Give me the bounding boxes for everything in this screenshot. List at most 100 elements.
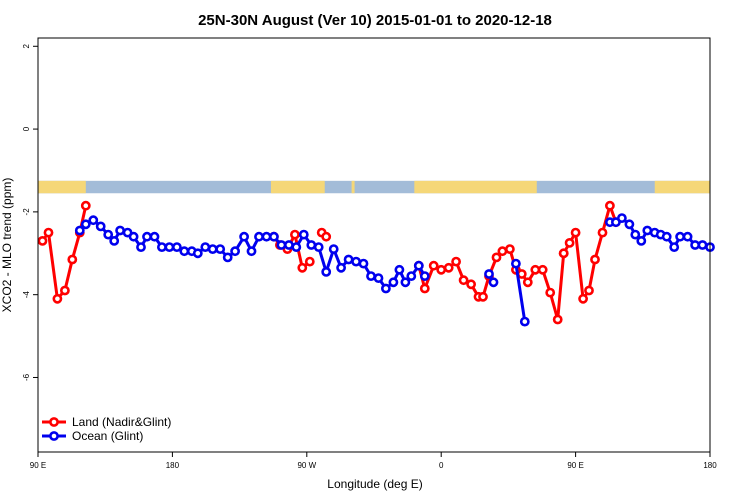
data-point: [239, 231, 249, 242]
data-point: [95, 221, 106, 232]
series-layer: [37, 200, 715, 327]
series-line-0-1: [272, 233, 311, 270]
land-band-4: [654, 180, 710, 194]
data-point: [590, 254, 600, 265]
data-point: [484, 269, 494, 279]
y-tick-label: -4: [22, 291, 31, 299]
data-point: [630, 229, 641, 240]
y-tick-label: -2: [22, 208, 31, 216]
data-point: [578, 293, 588, 304]
y-axis: 2 0 -2 -4 -6: [22, 44, 38, 381]
data-point: [436, 264, 447, 275]
y-axis-label: XCO2 - MLO trend (ppm): [0, 178, 14, 313]
data-point: [230, 246, 240, 257]
data-point: [682, 231, 693, 242]
plot-frame: [37, 37, 711, 453]
data-point: [192, 248, 203, 259]
data-point: [661, 231, 672, 242]
x-axis-label: Longitude (deg E): [327, 477, 422, 491]
data-point: [380, 283, 391, 294]
data-point: [428, 260, 439, 271]
series-line-0-0: [41, 205, 88, 301]
land-ocean-strip: [38, 180, 710, 194]
legend: Land (Nadir&Glint)Ocean (Glint): [42, 415, 171, 443]
x-tick-label: 0: [439, 461, 444, 470]
x-tick-label: 90 W: [297, 461, 316, 470]
data-point: [343, 254, 354, 265]
y-tick-label: -6: [22, 373, 31, 381]
data-point: [597, 227, 608, 238]
data-point: [171, 242, 182, 252]
data-point: [37, 235, 48, 246]
data-point: [605, 200, 615, 211]
data-point: [351, 256, 361, 267]
data-point: [419, 271, 430, 281]
data-point: [103, 229, 114, 240]
data-point: [419, 283, 430, 294]
data-point: [156, 242, 167, 252]
data-point: [617, 213, 627, 223]
data-point: [522, 277, 533, 288]
data-point: [451, 256, 461, 267]
data-point: [636, 235, 647, 246]
data-point: [388, 277, 399, 288]
legend-swatch-marker: [49, 417, 59, 427]
data-point: [67, 254, 78, 265]
data-point: [297, 262, 308, 273]
legend-label: Land (Nadir&Glint): [72, 415, 171, 429]
data-point: [504, 244, 515, 254]
x-tick-label: 90 E: [567, 461, 583, 470]
y-tick-label: 0: [22, 126, 31, 131]
data-point: [358, 258, 369, 269]
data-point: [74, 225, 85, 236]
data-point: [373, 273, 384, 283]
data-point: [43, 227, 54, 238]
land-band-2: [351, 180, 355, 194]
data-point: [584, 285, 594, 296]
data-point: [291, 242, 302, 252]
land-band-3: [414, 180, 537, 194]
data-point: [519, 316, 530, 327]
data-point: [52, 293, 63, 304]
data-point: [149, 231, 160, 242]
data-point: [497, 246, 508, 257]
data-point: [254, 231, 264, 242]
data-point: [304, 256, 315, 267]
data-point: [321, 231, 332, 242]
legend-swatch-marker: [49, 431, 59, 441]
data-point: [179, 246, 190, 257]
legend-entry-land: Land (Nadir&Glint): [42, 415, 171, 429]
data-point: [443, 262, 454, 273]
data-point: [400, 277, 411, 288]
data-point: [313, 242, 324, 252]
ocean-band: [38, 180, 710, 194]
data-point: [142, 231, 152, 242]
data-point: [488, 277, 499, 288]
data-point: [268, 231, 279, 242]
land-band-1: [270, 180, 325, 194]
data-point: [624, 219, 635, 230]
data-point: [697, 240, 708, 250]
data-point: [80, 200, 91, 211]
data-point: [128, 231, 139, 242]
data-point: [478, 291, 488, 302]
data-point: [675, 231, 685, 242]
data-point: [537, 264, 548, 275]
data-point: [545, 287, 556, 298]
legend-label: Ocean (Glint): [72, 429, 143, 443]
data-point: [207, 244, 218, 254]
data-point: [564, 237, 575, 248]
data-point: [458, 275, 469, 286]
data-point: [328, 244, 339, 254]
data-point: [466, 279, 476, 290]
x-tick-label: 180: [703, 461, 717, 470]
chart-title: 25N-30N August (Ver 10) 2015-01-01 to 20…: [198, 12, 552, 29]
data-point: [413, 260, 424, 271]
data-point: [136, 242, 146, 252]
land-band-0: [38, 180, 86, 194]
data-point: [366, 271, 376, 281]
data-point: [289, 229, 300, 240]
data-point: [246, 246, 257, 257]
data-point: [60, 285, 70, 296]
